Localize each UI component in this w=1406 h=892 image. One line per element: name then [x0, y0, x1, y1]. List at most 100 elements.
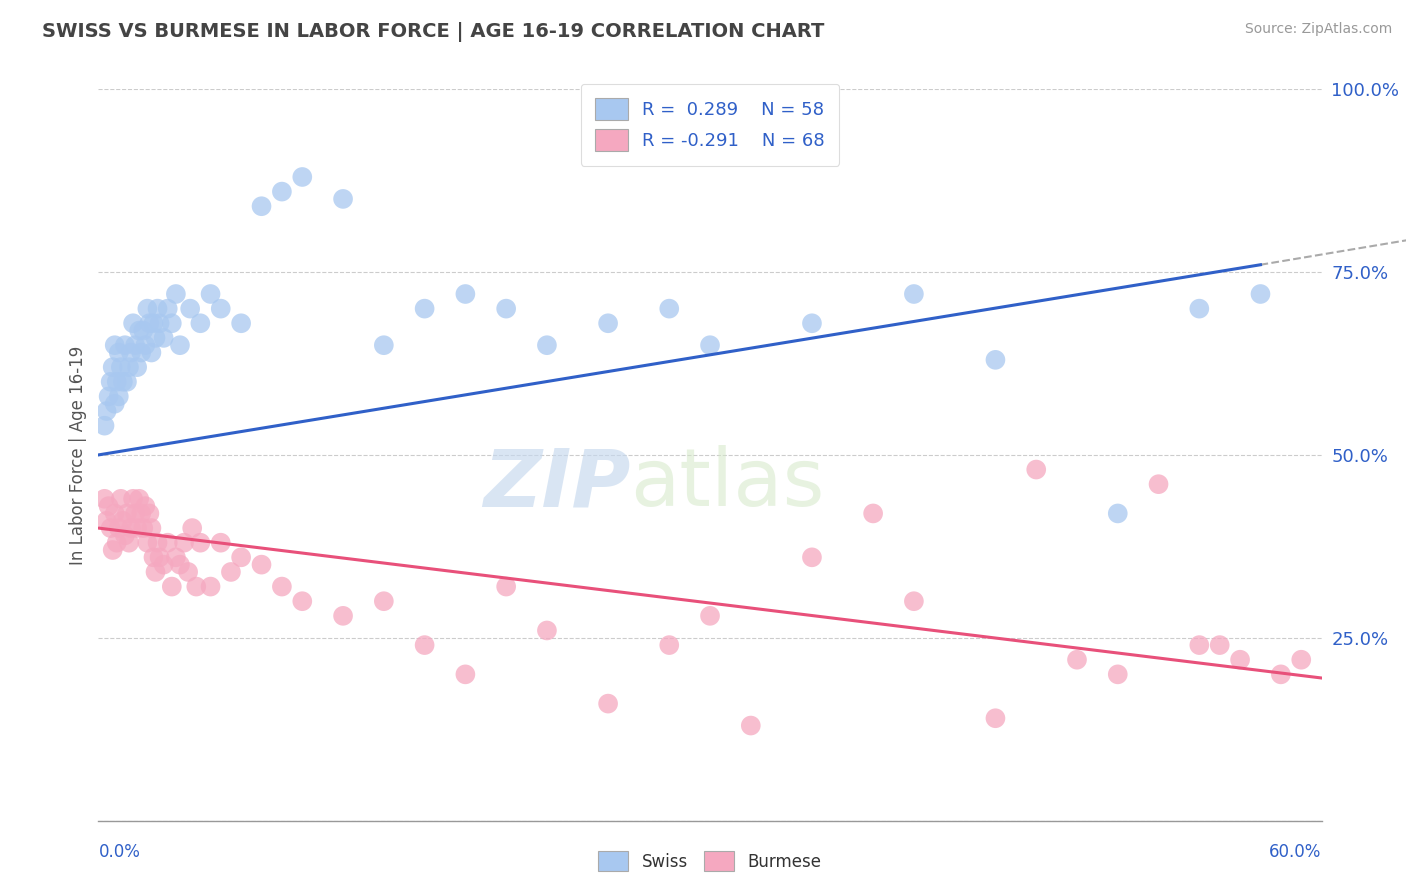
- Text: 60.0%: 60.0%: [1270, 843, 1322, 861]
- Point: [108, 521, 131, 535]
- Text: SWISS VS BURMESE IN LABOR FORCE | AGE 16-19 CORRELATION CHART: SWISS VS BURMESE IN LABOR FORCE | AGE 16…: [42, 22, 824, 42]
- Point: [127, 521, 149, 535]
- Point: [413, 301, 436, 316]
- Point: [122, 316, 145, 330]
- Point: [127, 360, 149, 375]
- Point: [141, 521, 163, 535]
- Point: [104, 507, 127, 521]
- Point: [1107, 507, 1129, 521]
- Point: [149, 550, 172, 565]
- Point: [1025, 462, 1047, 476]
- Point: [120, 521, 142, 535]
- Point: [699, 608, 721, 623]
- Point: [145, 565, 167, 579]
- Point: [373, 338, 395, 352]
- Point: [146, 301, 169, 316]
- Point: [231, 550, 253, 565]
- Point: [1188, 638, 1211, 652]
- Point: [132, 521, 155, 535]
- Point: [454, 287, 477, 301]
- Point: [129, 507, 152, 521]
- Point: [156, 301, 179, 316]
- Point: [101, 543, 124, 558]
- Point: [138, 507, 160, 521]
- Point: [110, 491, 132, 506]
- Point: [862, 507, 884, 521]
- Point: [536, 338, 558, 352]
- Point: [114, 338, 136, 352]
- Point: [104, 397, 127, 411]
- Point: [1066, 653, 1088, 667]
- Point: [291, 594, 314, 608]
- Point: [101, 360, 124, 375]
- Legend: Swiss, Burmese: Swiss, Burmese: [592, 845, 828, 878]
- Point: [142, 316, 165, 330]
- Point: [134, 338, 156, 352]
- Point: [138, 316, 160, 330]
- Point: [209, 301, 232, 316]
- Point: [270, 185, 294, 199]
- Point: [740, 718, 762, 732]
- Point: [146, 535, 169, 549]
- Point: [142, 550, 165, 565]
- Point: [124, 338, 146, 352]
- Point: [1107, 667, 1129, 681]
- Point: [136, 535, 159, 549]
- Text: ZIP: ZIP: [484, 445, 630, 524]
- Text: atlas: atlas: [630, 445, 825, 524]
- Point: [801, 316, 824, 330]
- Point: [219, 565, 242, 579]
- Point: [598, 316, 620, 330]
- Point: [165, 550, 187, 565]
- Point: [801, 550, 824, 565]
- Point: [149, 316, 172, 330]
- Point: [105, 375, 128, 389]
- Point: [108, 345, 131, 359]
- Point: [124, 507, 146, 521]
- Point: [984, 352, 1007, 367]
- Text: 0.0%: 0.0%: [98, 843, 141, 861]
- Point: [120, 345, 142, 359]
- Point: [160, 316, 183, 330]
- Point: [1209, 638, 1232, 652]
- Point: [114, 528, 136, 542]
- Point: [145, 331, 167, 345]
- Point: [141, 345, 163, 359]
- Point: [495, 301, 517, 316]
- Point: [200, 287, 222, 301]
- Point: [118, 535, 141, 549]
- Point: [181, 521, 204, 535]
- Point: [122, 491, 145, 506]
- Point: [188, 316, 212, 330]
- Point: [96, 404, 118, 418]
- Point: [495, 580, 517, 594]
- Point: [658, 301, 681, 316]
- Point: [373, 594, 395, 608]
- Point: [169, 338, 191, 352]
- Point: [100, 521, 122, 535]
- Point: [115, 375, 138, 389]
- Point: [1147, 477, 1170, 491]
- Point: [104, 338, 127, 352]
- Text: Source: ZipAtlas.com: Source: ZipAtlas.com: [1244, 22, 1392, 37]
- Point: [128, 491, 150, 506]
- Point: [111, 514, 134, 528]
- Point: [1249, 287, 1271, 301]
- Point: [110, 360, 132, 375]
- Point: [108, 389, 131, 403]
- Point: [231, 316, 253, 330]
- Point: [129, 345, 152, 359]
- Point: [173, 535, 195, 549]
- Point: [132, 324, 155, 338]
- Point: [1229, 653, 1251, 667]
- Point: [250, 199, 273, 213]
- Point: [903, 594, 925, 608]
- Point: [128, 324, 150, 338]
- Point: [209, 535, 232, 549]
- Point: [93, 418, 115, 433]
- Point: [115, 507, 138, 521]
- Point: [454, 667, 477, 681]
- Point: [291, 169, 314, 184]
- Point: [179, 301, 201, 316]
- Y-axis label: In Labor Force | Age 16-19: In Labor Force | Age 16-19: [69, 345, 87, 565]
